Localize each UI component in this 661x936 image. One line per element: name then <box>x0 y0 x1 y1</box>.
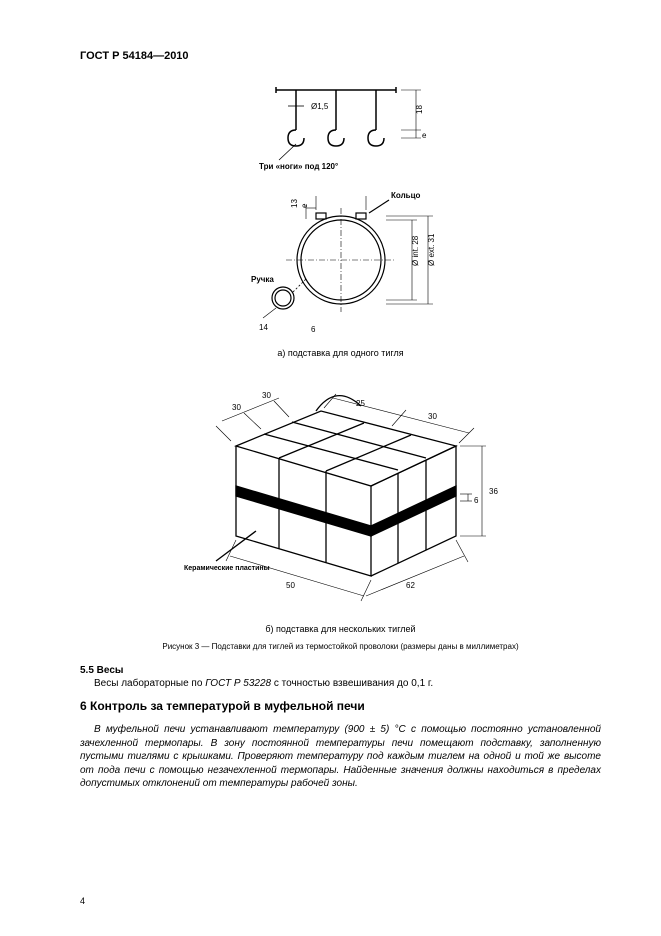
sec55-post: с точностью взвешивания до 0,1 г. <box>271 678 433 689</box>
svg-text:18: 18 <box>415 105 424 114</box>
svg-text:Три «ноги» под 120°: Три «ноги» под 120° <box>259 162 338 171</box>
svg-text:30: 30 <box>232 403 241 412</box>
figure-a-ring: Кольцо Ручка 14 6 13 e Ø int. 28 Ø ext. … <box>80 180 601 340</box>
caption-b: б) подставка для нескольких тиглей <box>80 624 601 634</box>
svg-text:13: 13 <box>290 199 299 208</box>
figure-a-top: Ø1,5 18 e Три «ноги» под 120° <box>80 72 601 172</box>
svg-text:e: e <box>422 131 427 140</box>
svg-text:50: 50 <box>286 581 295 590</box>
svg-text:Кольцо: Кольцо <box>391 191 420 200</box>
svg-text:6: 6 <box>474 496 479 505</box>
sec-5-5-head: 5.5 Весы <box>80 665 601 676</box>
svg-text:Ø int. 28: Ø int. 28 <box>411 235 420 266</box>
svg-text:Ø ext. 31: Ø ext. 31 <box>427 233 436 266</box>
stand-side-svg: Ø1,5 18 e Три «ноги» под 120° <box>231 72 451 172</box>
svg-text:30: 30 <box>428 412 437 421</box>
svg-text:30: 30 <box>262 391 271 400</box>
sec-6-body: В муфельной печи устанавливают температу… <box>80 723 601 791</box>
svg-text:62: 62 <box>406 581 415 590</box>
svg-text:36: 36 <box>489 487 498 496</box>
svg-text:Ручка: Ручка <box>251 275 274 284</box>
multi-stand-svg: 30 30 25 30 36 6 50 62 Керамические плас… <box>176 366 506 616</box>
stand-top-svg: Кольцо Ручка 14 6 13 e Ø int. 28 Ø ext. … <box>211 180 471 340</box>
svg-text:e: e <box>300 203 309 208</box>
svg-text:25: 25 <box>356 399 365 408</box>
svg-text:14: 14 <box>259 323 268 332</box>
svg-text:Керамические пластины: Керамические пластины <box>184 565 270 572</box>
gost-ref: ГОСТ Р 53228 <box>205 678 271 689</box>
svg-text:6: 6 <box>311 325 316 334</box>
doc-header: ГОСТ Р 54184—2010 <box>80 50 601 62</box>
sec-6-head: 6 Контроль за температурой в муфельной п… <box>80 699 601 713</box>
page-area: ГОСТ Р 54184—2010 Ø1,5 <box>0 0 661 936</box>
figure-caption: Рисунок 3 — Подставки для тиглей из терм… <box>80 642 601 651</box>
sec-5-5-text: Весы лабораторные по ГОСТ Р 53228 с точн… <box>80 678 601 689</box>
figure-b: 30 30 25 30 36 6 50 62 Керамические плас… <box>80 366 601 616</box>
caption-a: а) подставка для одного тигля <box>80 348 601 358</box>
sec55-pre: Весы лабораторные по <box>94 678 205 689</box>
page-number: 4 <box>80 896 85 906</box>
svg-text:Ø1,5: Ø1,5 <box>311 102 329 111</box>
